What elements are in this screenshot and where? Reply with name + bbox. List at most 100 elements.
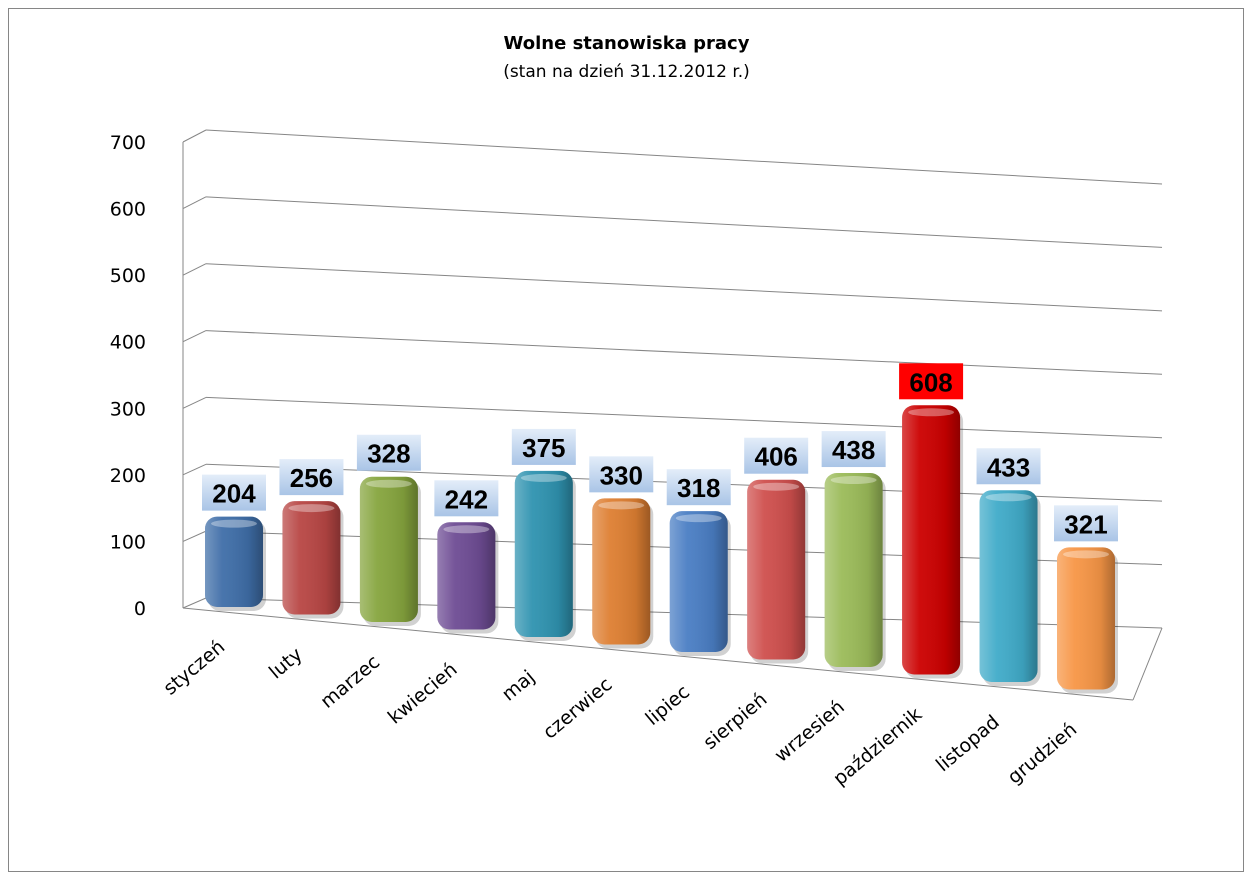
data-label-box xyxy=(356,434,421,471)
category-label: czerwiec xyxy=(539,673,617,743)
data-label: 438 xyxy=(832,435,875,465)
category-label: wrzesień xyxy=(770,696,848,767)
bar-group-styczeń: 204 xyxy=(202,474,266,611)
data-label-box xyxy=(821,431,886,468)
bar-highlight xyxy=(669,511,728,652)
y-tick-label: 200 xyxy=(110,465,146,487)
data-label-box xyxy=(899,363,964,400)
data-label-box xyxy=(744,437,809,474)
bar-group-wrzesień: 438 xyxy=(821,431,886,671)
data-label: 318 xyxy=(677,473,720,503)
category-label: sierpień xyxy=(699,688,771,754)
chart-title: Wolne stanowiska pracy xyxy=(503,33,750,54)
y-tick-label: 700 xyxy=(110,132,146,154)
category-label: kwiecień xyxy=(384,658,462,728)
data-label-box xyxy=(976,448,1041,485)
bar-top-gloss xyxy=(288,504,335,513)
gridline-left-600 xyxy=(182,196,207,210)
gridline-left-500 xyxy=(182,263,207,276)
bar-highlight xyxy=(514,470,573,637)
data-label: 330 xyxy=(600,460,643,490)
gridline-600 xyxy=(205,196,1163,248)
bar-top-gloss xyxy=(365,479,412,488)
bar-highlight xyxy=(437,522,496,630)
bar-group-październik: 608 xyxy=(899,363,964,679)
gridline-left-300 xyxy=(182,396,207,409)
category-label: maj xyxy=(498,666,539,706)
bar-top-gloss xyxy=(443,525,490,534)
bar-group-kwiecień: 242 xyxy=(434,480,499,634)
bar-group-listopad: 433 xyxy=(976,448,1041,686)
bar-top-gloss xyxy=(985,493,1032,502)
bar-highlight xyxy=(592,498,651,645)
data-label: 256 xyxy=(290,463,333,493)
bar-top-gloss xyxy=(520,473,567,482)
gridline-400 xyxy=(205,330,1163,375)
bar-top-gloss xyxy=(908,408,955,417)
x-axis-floor-right xyxy=(1132,627,1163,701)
data-label: 433 xyxy=(987,452,1030,482)
bar-highlight xyxy=(282,501,341,615)
category-label: lipiec xyxy=(641,681,693,730)
data-label-box xyxy=(434,480,499,517)
y-tick-label: 100 xyxy=(110,531,146,553)
y-tick-label: 600 xyxy=(110,199,146,221)
gridline-left-700 xyxy=(182,129,207,143)
bar-group-luty: 256 xyxy=(279,459,344,619)
bar-top-gloss xyxy=(211,519,257,528)
data-label-box xyxy=(511,428,576,465)
bar-highlight xyxy=(979,490,1038,682)
gridline-left-400 xyxy=(182,330,207,343)
gridline-left-100 xyxy=(182,530,207,542)
gridline-left-0 xyxy=(182,597,207,609)
bar-top-gloss xyxy=(598,501,645,510)
bar-group-marzec: 328 xyxy=(356,434,421,626)
y-tick-labels: 0 100 200 300 400 500 600 700 xyxy=(110,132,146,620)
bars: 204 256 328 242 375 330 318 406 438 608 433 321 xyxy=(202,363,1118,694)
gridline-700 xyxy=(205,129,1163,185)
y-tick-label: 300 xyxy=(110,398,146,420)
data-label: 608 xyxy=(909,367,952,397)
data-label: 328 xyxy=(367,439,410,469)
data-label: 375 xyxy=(522,433,565,463)
category-label: marzec xyxy=(316,651,384,713)
category-label: luty xyxy=(265,643,307,683)
x-axis-floor-front xyxy=(182,607,1134,701)
y-tick-label: 0 xyxy=(134,598,146,620)
gridline-500 xyxy=(205,263,1163,312)
y-tick-label: 400 xyxy=(110,332,146,354)
data-label-box xyxy=(589,456,654,493)
bar-highlight xyxy=(359,476,418,622)
bar-group-maj: 375 xyxy=(511,428,576,641)
bar-highlight xyxy=(205,516,263,607)
data-label-box xyxy=(1054,505,1118,542)
data-label: 242 xyxy=(445,484,488,514)
data-label: 204 xyxy=(212,479,256,509)
bar-group-lipiec: 318 xyxy=(666,469,731,656)
bar-top-gloss xyxy=(753,482,800,491)
chart-frame xyxy=(8,8,1244,872)
y-tick-label: 500 xyxy=(110,265,146,287)
category-label: listopad xyxy=(932,711,1004,776)
data-label-box xyxy=(279,459,344,496)
bar-highlight xyxy=(1057,547,1115,690)
category-label: styczeń xyxy=(159,636,229,700)
category-label: grudzień xyxy=(1004,718,1082,788)
bar-top-gloss xyxy=(675,514,722,523)
gridline-300 xyxy=(205,396,1163,439)
data-label-box xyxy=(666,469,731,506)
gridline-left-200 xyxy=(182,463,207,476)
data-label: 321 xyxy=(1064,509,1107,539)
bar-group-sierpień: 406 xyxy=(744,437,809,664)
data-label-box xyxy=(202,474,266,511)
bar-highlight xyxy=(902,405,961,675)
bar-group-grudzień: 321 xyxy=(1054,505,1118,694)
bar-highlight xyxy=(824,473,883,667)
bar-top-gloss xyxy=(830,476,877,485)
axes xyxy=(182,142,1163,701)
chart-subtitle: (stan na dzień 31.12.2012 r.) xyxy=(503,62,750,82)
bar-top-gloss xyxy=(1063,550,1109,559)
bar-highlight xyxy=(747,479,806,660)
data-label: 406 xyxy=(754,442,797,472)
